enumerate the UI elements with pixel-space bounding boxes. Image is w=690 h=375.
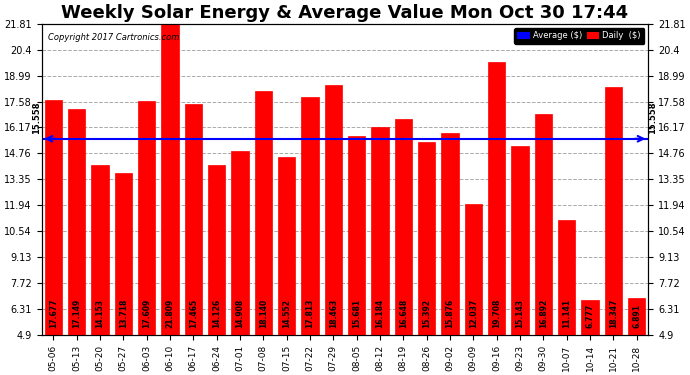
Text: 17.149: 17.149: [72, 298, 81, 327]
Bar: [581, 300, 599, 375]
Text: 17.465: 17.465: [189, 298, 198, 327]
Text: 17.813: 17.813: [306, 298, 315, 327]
Bar: [604, 87, 622, 375]
Title: Weekly Solar Energy & Average Value Mon Oct 30 17:44: Weekly Solar Energy & Average Value Mon …: [61, 4, 629, 22]
Bar: [138, 101, 155, 375]
Text: 14.552: 14.552: [282, 298, 291, 327]
Text: 15.558: 15.558: [649, 102, 658, 134]
Bar: [464, 204, 482, 375]
Bar: [371, 127, 388, 375]
Bar: [184, 104, 202, 375]
Bar: [488, 62, 506, 375]
Bar: [511, 146, 529, 375]
Text: 19.708: 19.708: [492, 298, 501, 327]
Text: 15.143: 15.143: [515, 298, 524, 327]
Bar: [231, 151, 248, 375]
Text: 15.392: 15.392: [422, 298, 431, 327]
Bar: [45, 100, 62, 375]
Bar: [324, 85, 342, 375]
Text: 13.718: 13.718: [119, 298, 128, 327]
Text: 12.037: 12.037: [469, 298, 478, 327]
Text: 17.677: 17.677: [49, 298, 58, 327]
Bar: [68, 110, 86, 375]
Text: 11.141: 11.141: [562, 298, 571, 327]
Text: 16.892: 16.892: [539, 298, 548, 327]
Text: 6.777: 6.777: [586, 303, 595, 327]
Text: 6.891: 6.891: [632, 303, 641, 327]
Text: 16.184: 16.184: [375, 298, 384, 327]
Text: 16.648: 16.648: [399, 298, 408, 327]
Bar: [628, 298, 645, 375]
Bar: [418, 142, 435, 375]
Text: 15.681: 15.681: [352, 298, 361, 327]
Bar: [278, 157, 295, 375]
Text: Copyright 2017 Cartronics.com: Copyright 2017 Cartronics.com: [48, 33, 179, 42]
Bar: [558, 220, 575, 375]
Text: 17.609: 17.609: [142, 298, 151, 327]
Text: 18.463: 18.463: [329, 298, 338, 327]
Bar: [115, 172, 132, 375]
Bar: [208, 165, 226, 375]
Bar: [91, 165, 109, 375]
Text: 15.558: 15.558: [32, 102, 41, 134]
Text: 15.876: 15.876: [446, 298, 455, 327]
Bar: [442, 133, 459, 375]
Text: 14.126: 14.126: [212, 298, 221, 327]
Text: 14.908: 14.908: [235, 298, 244, 327]
Text: 18.140: 18.140: [259, 298, 268, 327]
Bar: [535, 114, 552, 375]
Bar: [161, 24, 179, 375]
Legend: Average ($), Daily  ($): Average ($), Daily ($): [514, 28, 644, 44]
Bar: [255, 91, 272, 375]
Text: 14.153: 14.153: [95, 298, 104, 327]
Text: 18.347: 18.347: [609, 298, 618, 327]
Text: 21.809: 21.809: [166, 298, 175, 327]
Bar: [395, 119, 412, 375]
Bar: [348, 136, 366, 375]
Bar: [302, 97, 319, 375]
